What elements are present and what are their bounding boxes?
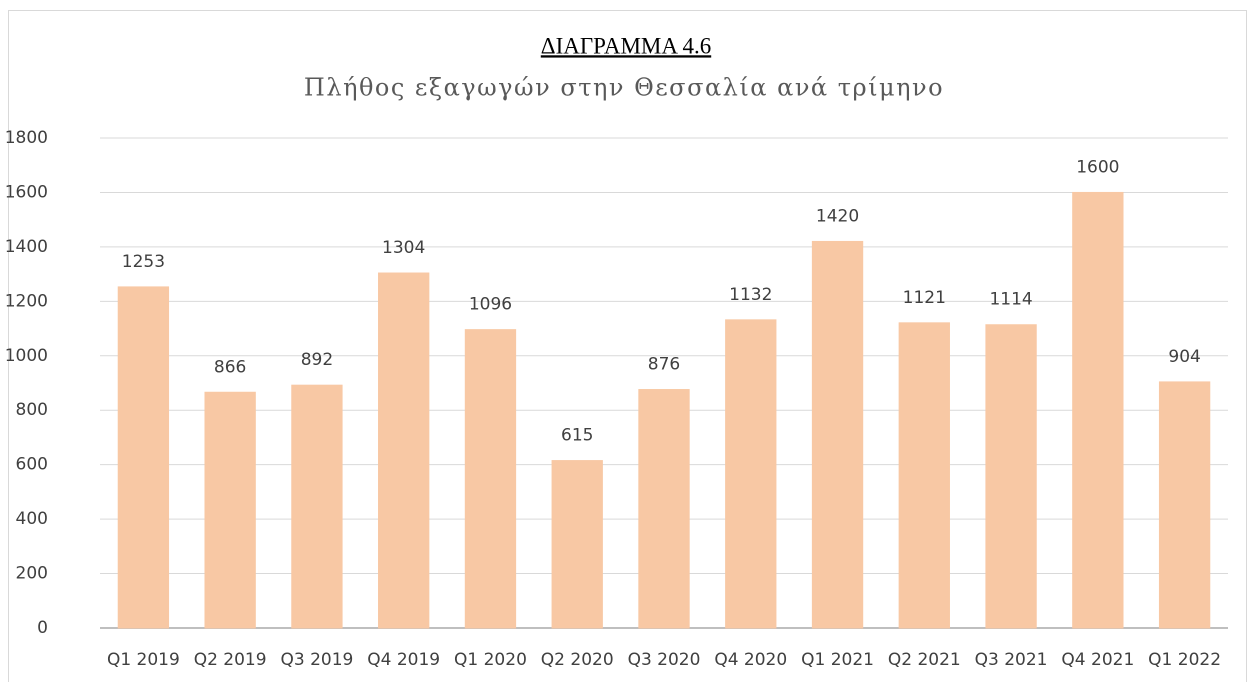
bar	[464, 329, 517, 629]
y-tick-label: 200	[16, 564, 48, 584]
bar	[1158, 381, 1211, 629]
x-tick-label: Q2 2020	[541, 650, 614, 670]
bar	[985, 324, 1037, 629]
y-tick-label: 1600	[5, 182, 48, 202]
data-label: 1304	[382, 238, 425, 258]
bar	[551, 460, 603, 629]
y-tick-label: 800	[16, 400, 48, 420]
x-tick-label: Q2 2021	[888, 650, 961, 670]
bar	[291, 384, 343, 629]
data-label: 866	[214, 357, 246, 377]
x-tick-label: Q3 2019	[280, 650, 353, 670]
data-label: 1121	[903, 288, 946, 308]
y-tick-label: 1000	[5, 346, 48, 366]
x-tick-label: Q4 2020	[714, 650, 787, 670]
x-tick-label: Q4 2021	[1061, 650, 1134, 670]
bar	[811, 240, 864, 629]
y-tick-label: 1200	[5, 291, 48, 311]
x-tick-label: Q2 2019	[194, 650, 267, 670]
data-label: 1600	[1076, 157, 1119, 177]
x-tick-label: Q1 2022	[1148, 650, 1221, 670]
y-tick-label: 1400	[5, 237, 48, 257]
x-tick-label: Q1 2021	[801, 650, 874, 670]
data-label: 876	[648, 355, 680, 375]
x-tick-label: Q4 2019	[367, 650, 440, 670]
bar	[117, 286, 170, 629]
y-tick-label: 0	[37, 618, 48, 638]
chart-title: ΔΙΑΓΡΑΜΜΑ 4.6	[541, 33, 711, 58]
y-tick-label: 600	[16, 455, 48, 475]
data-label: 904	[1168, 347, 1200, 367]
data-label: 1420	[816, 206, 859, 226]
x-tick-label: Q1 2020	[454, 650, 527, 670]
x-tick-label: Q3 2021	[975, 650, 1048, 670]
data-label: 1096	[469, 295, 512, 315]
chart-subtitle: Πλήθος εξαγωγών στην Θεσσαλία ανά τρίμην…	[304, 74, 944, 102]
data-label: 1114	[989, 290, 1032, 310]
bar	[898, 322, 950, 629]
x-tick-label: Q1 2019	[107, 650, 180, 670]
data-label: 892	[301, 350, 333, 370]
bar	[204, 391, 256, 629]
y-tick-label: 1800	[5, 128, 48, 148]
data-label: 1132	[729, 285, 772, 305]
bar	[1072, 191, 1124, 629]
bar	[378, 272, 430, 629]
data-label: 1253	[122, 252, 165, 272]
x-tick-label: Q3 2020	[628, 650, 701, 670]
y-tick-label: 400	[16, 509, 48, 529]
bar	[638, 389, 690, 629]
bar	[725, 319, 777, 629]
chart-frame	[8, 10, 1247, 682]
data-label: 615	[561, 426, 593, 446]
